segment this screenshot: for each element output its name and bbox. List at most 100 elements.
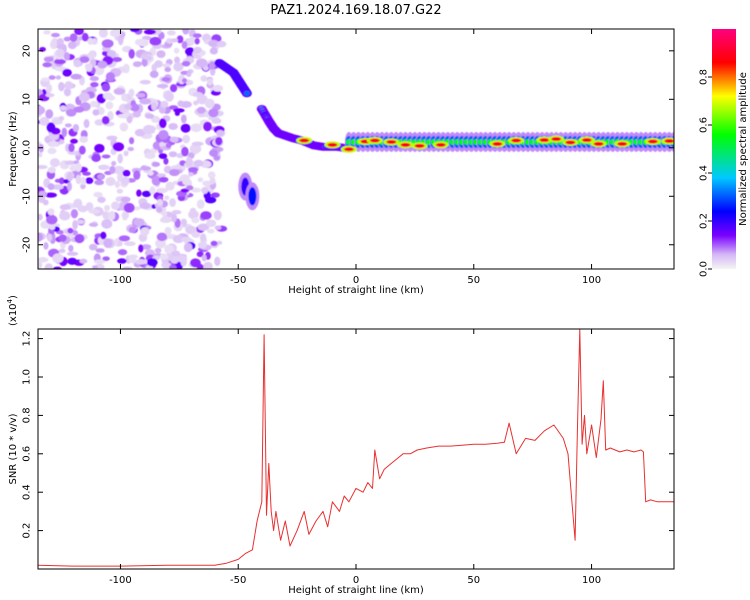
noise-blob: [67, 227, 74, 234]
noise-blob: [51, 184, 64, 190]
cluster-blob: [248, 187, 257, 206]
noise-blob: [38, 260, 43, 269]
noise-blob: [38, 213, 43, 221]
noise-blob: [38, 105, 46, 115]
peak-core: [386, 139, 397, 144]
snr-panel: -100 -50 0 50 100 0.2 0.4 0.6 0.8 1.0 1.2 Height o…: [6, 295, 675, 596]
noise-blob: [46, 122, 56, 133]
noise-blob: [101, 219, 113, 229]
noise-blob: [185, 156, 193, 167]
snr-xlabel: Height of straight line (km): [288, 585, 424, 596]
noise-blob: [117, 153, 123, 164]
peak-core: [492, 141, 503, 146]
noise-blob: [42, 62, 53, 68]
snr-ytick-label: 0.8: [22, 407, 33, 423]
noise-blob: [47, 147, 57, 155]
noise-blob: [143, 29, 156, 35]
noise-blob: [94, 119, 105, 126]
noise-blob: [189, 143, 202, 154]
noise-blob: [161, 63, 172, 68]
noise-blob: [151, 161, 161, 167]
noise-blob: [133, 218, 145, 227]
snr-xtick-label: 50: [467, 575, 480, 586]
snr-axes: -100 -50 0 50 100 0.2 0.4 0.6 0.8 1.0 1.2: [22, 329, 674, 586]
noise-blob: [45, 109, 54, 119]
peak-core: [435, 142, 446, 147]
noise-blob: [79, 56, 90, 63]
noise-blob: [104, 204, 111, 212]
track-blob: [243, 90, 250, 96]
noise-blob: [211, 192, 220, 198]
noise-blob: [46, 214, 58, 225]
noise-blob: [140, 54, 152, 60]
noise-blob: [193, 100, 199, 106]
peak-core: [299, 138, 310, 143]
noise-blob: [155, 238, 166, 249]
heatmap-marks: [38, 29, 674, 269]
noise-blob: [165, 142, 172, 149]
noise-blob: [106, 135, 118, 141]
noise-blob: [73, 59, 82, 68]
peak-core: [539, 138, 550, 143]
noise-blob: [201, 254, 207, 262]
noise-blob: [89, 76, 99, 82]
noise-blob: [139, 166, 152, 171]
noise-blob: [213, 210, 222, 221]
noise-blob: [164, 91, 174, 102]
noise-blob: [161, 77, 171, 82]
noise-blob: [75, 174, 82, 185]
noise-blob: [85, 202, 94, 211]
noise-blob: [94, 143, 105, 153]
noise-blob: [119, 122, 129, 132]
noise-blob: [180, 114, 187, 124]
noise-blob: [197, 177, 204, 183]
snr-xtick-label: 100: [582, 575, 601, 586]
noise-blob: [111, 160, 117, 166]
noise-blob: [78, 145, 86, 155]
noise-blob: [208, 61, 216, 70]
noise-blob: [139, 79, 151, 85]
noise-blob: [191, 217, 200, 224]
noise-blob: [154, 247, 162, 254]
noise-blob: [181, 78, 188, 83]
noise-blob: [90, 81, 99, 88]
noise-blob: [215, 136, 223, 146]
noise-blob: [206, 77, 214, 86]
snr-series-line: [38, 329, 674, 567]
noise-blob: [72, 220, 78, 230]
noise-blob: [123, 241, 136, 247]
spectrogram-ytick-label: -20: [22, 237, 33, 253]
noise-blob: [58, 81, 65, 92]
noise-blob: [112, 142, 125, 152]
noise-blob: [185, 225, 197, 235]
noise-blob: [66, 171, 74, 182]
noise-blob: [50, 37, 59, 48]
noise-blob: [214, 225, 222, 230]
noise-blob: [100, 231, 107, 240]
noise-blob: [101, 116, 110, 125]
noise-blob: [169, 136, 179, 143]
spectrogram-axes: -100 -50 0 50 100 -20 -10 0.0 10 20: [22, 29, 674, 286]
noise-blob: [173, 62, 184, 72]
noise-blob: [169, 264, 177, 269]
noise-blob: [180, 256, 187, 267]
noise-blob: [183, 242, 193, 253]
spectrogram-ytick-label: -10: [22, 188, 33, 204]
noise-blob: [126, 115, 133, 124]
noise-blob: [102, 256, 110, 261]
noise-blob: [63, 87, 72, 97]
peak-core: [551, 137, 562, 142]
noise-blob: [38, 165, 48, 170]
noise-blob: [109, 165, 116, 174]
noise-blob: [139, 98, 152, 105]
noise-blob: [156, 232, 168, 242]
noise-blob: [169, 168, 180, 177]
noise-blob: [68, 244, 74, 252]
noise-blob: [202, 180, 212, 187]
noise-blob: [92, 109, 100, 116]
noise-blob: [68, 143, 75, 153]
noise-blob: [135, 259, 147, 265]
noise-blob: [46, 233, 53, 242]
noise-blob: [151, 175, 161, 186]
